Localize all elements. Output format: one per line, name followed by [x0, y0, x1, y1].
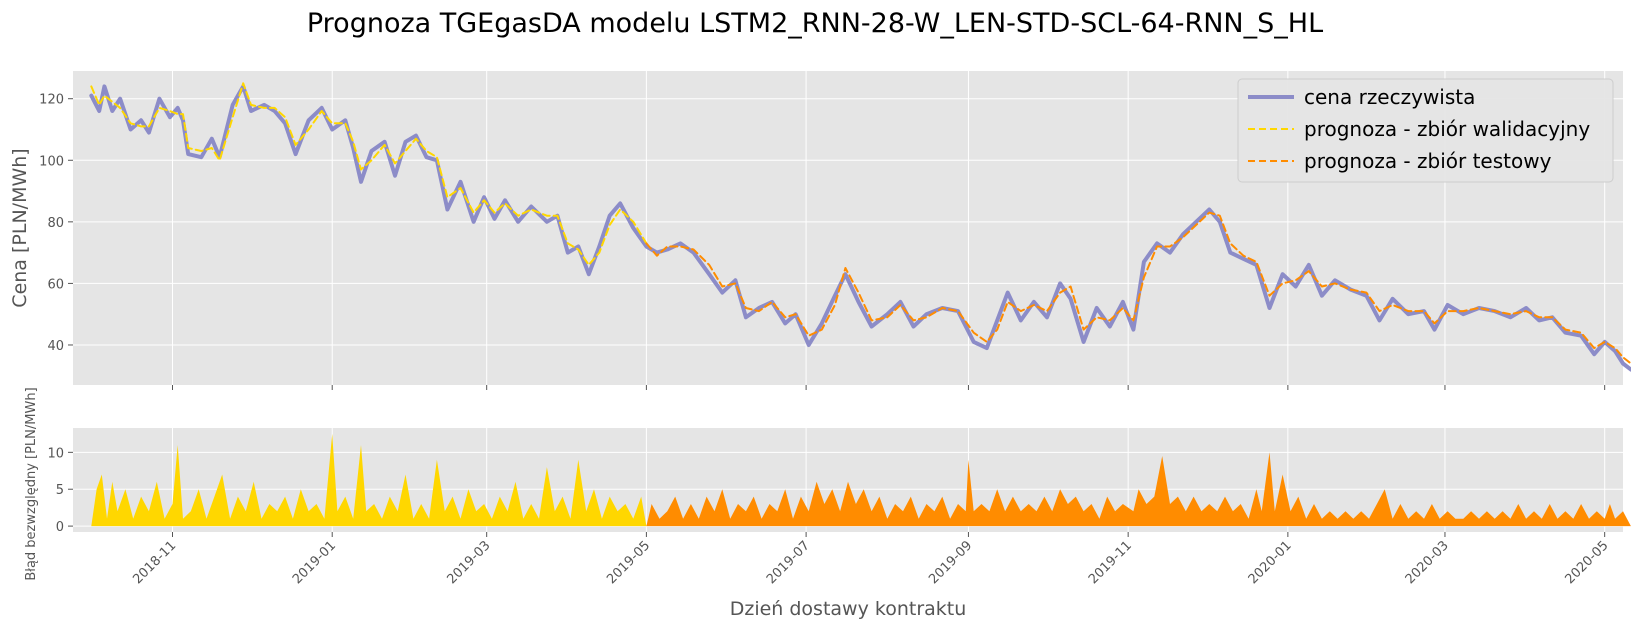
error-y-axis-label: Błąd bezwzględny [PLN/MWh] — [24, 387, 39, 580]
price-y-tick-label: 80 — [47, 216, 64, 231]
x-axis-label: Dzień dostawy kontraktu — [730, 598, 967, 620]
price-y-tick-label: 100 — [39, 154, 64, 169]
legend: cena rzeczywista prognoza - zbiór walida… — [1237, 78, 1614, 183]
series-test-forecast — [645, 211, 1631, 365]
price-x-ticks — [171, 385, 1606, 390]
price-y-ticks: 40 60 80 100 120 — [39, 93, 73, 354]
x-tick-label: 2019-03 — [444, 538, 493, 587]
x-tick-label: 2020-03 — [1403, 538, 1452, 587]
error-x-ticks: 2018-11 2019-01 2019-03 2019-05 2019-07 2019-… — [130, 532, 1612, 587]
x-tick-label: 2019-07 — [764, 538, 813, 587]
price-y-tick-label: 40 — [47, 339, 64, 354]
legend-label-test: prognoza - zbiór testowy — [1304, 149, 1552, 173]
figure-title: Prognoza TGEgasDA modelu LSTM2_RNN-28-W_… — [307, 8, 1323, 39]
price-chart: 40 60 80 100 120 Cena [PLN/MWh] cena rzeczyw… — [9, 71, 1631, 390]
legend-label-validation: prognoza - zbiór walidacyjny — [1304, 117, 1590, 141]
price-series — [89, 82, 1631, 372]
price-y-axis-label: Cena [PLN/MWh] — [9, 148, 31, 307]
x-tick-label: 2020-05 — [1562, 538, 1611, 587]
series-validation-forecast — [90, 82, 648, 266]
legend-label-real: cena rzeczywista — [1304, 85, 1475, 109]
error-y-tick-label: 10 — [47, 446, 64, 461]
x-tick-label: 2018-11 — [130, 538, 179, 587]
x-tick-label: 2019-09 — [926, 538, 975, 587]
series-real-price — [89, 84, 1631, 372]
error-chart: 0 5 10 2018-11 2019-01 2019-03 2019-05 2019-07… — [24, 387, 1631, 620]
legend-box — [1237, 78, 1614, 183]
error-y-tick-label: 5 — [56, 483, 64, 498]
x-tick-label: 2020-01 — [1246, 538, 1295, 587]
price-y-tick-label: 120 — [39, 93, 64, 108]
error-y-ticks: 0 5 10 — [47, 446, 73, 535]
x-tick-label: 2019-11 — [1086, 538, 1135, 587]
x-tick-label: 2019-01 — [290, 538, 339, 587]
error-series — [91, 433, 1631, 527]
x-tick-label: 2019-05 — [604, 538, 653, 587]
error-y-tick-label: 0 — [56, 520, 64, 535]
price-y-tick-label: 60 — [47, 277, 64, 292]
error-area-validation — [91, 433, 647, 527]
error-area-test — [646, 452, 1631, 527]
